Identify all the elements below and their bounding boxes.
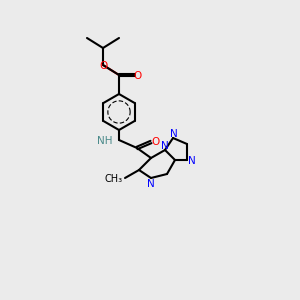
Text: N: N [170,129,178,139]
Text: N: N [161,141,169,151]
Text: NH: NH [98,136,113,146]
Text: N: N [147,179,155,189]
Text: O: O [99,61,107,71]
Text: CH₃: CH₃ [105,174,123,184]
Text: N: N [188,156,196,166]
Text: O: O [152,137,160,147]
Text: O: O [134,71,142,81]
